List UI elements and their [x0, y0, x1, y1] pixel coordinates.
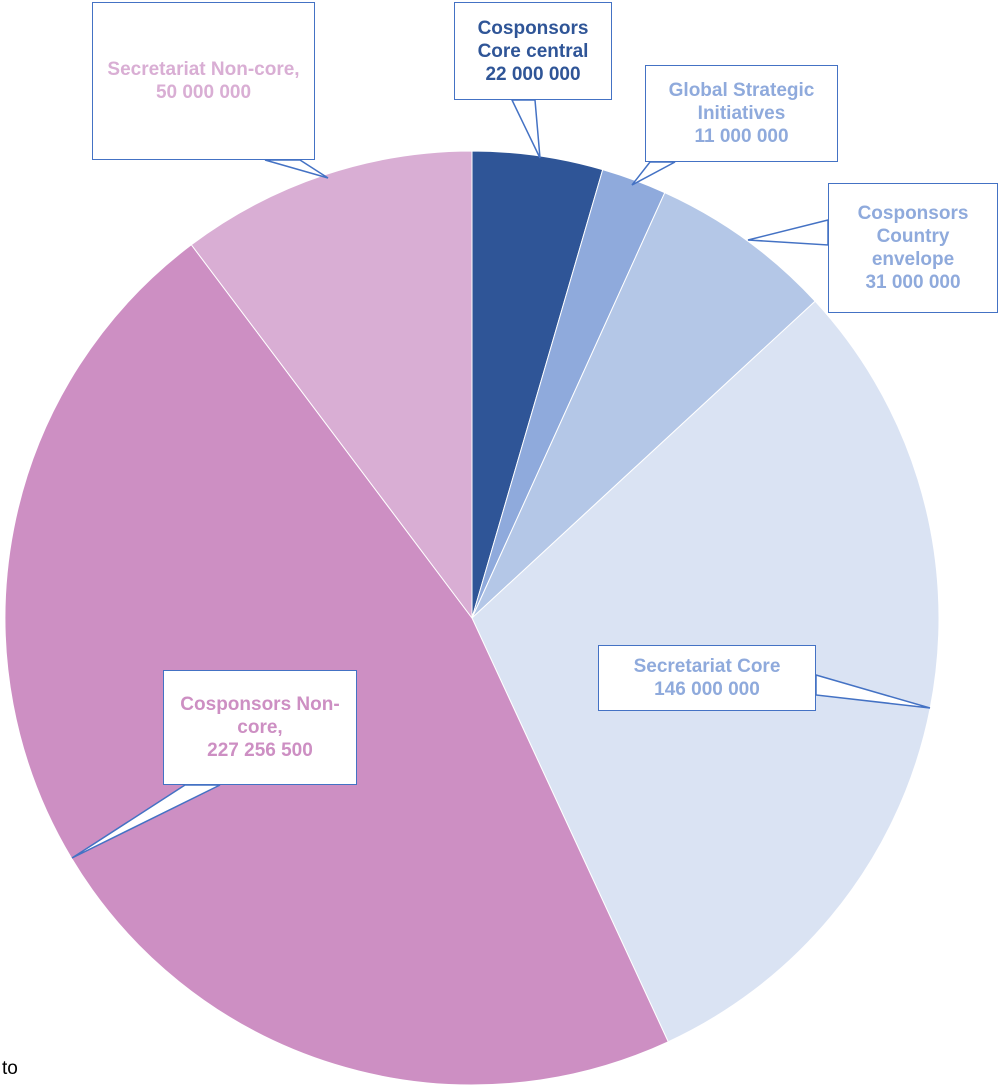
pie-slice — [4, 244, 669, 1086]
data-label: Cosponsors Country envelope 31 000 000 — [828, 183, 998, 313]
category-label: Secretariat Core — [633, 656, 781, 677]
category-label: Cosponsors Country envelope — [857, 203, 969, 270]
callout-pointer — [815, 674, 931, 709]
value-label: 11 000 000 — [694, 126, 789, 147]
data-label: Global Strategic Initiatives 11 000 000 — [645, 65, 838, 162]
category-label: Cosponsors Core central — [477, 17, 589, 62]
value-label: 227 256 500 — [207, 740, 313, 761]
value-label: 31 000 000 — [865, 272, 961, 293]
value-label: 22 000 000 — [485, 63, 581, 85]
data-label: Secretariat Core 146 000 000 — [598, 645, 816, 711]
annotation: to — [2, 1058, 18, 1079]
callout-pointer — [510, 99, 541, 159]
category-label: Global Strategic Initiatives — [668, 80, 815, 124]
callout-pointer — [71, 784, 221, 859]
data-label: Secretariat Non-core, 50 000 000 — [92, 2, 315, 160]
value-label: 50 000 000 — [155, 82, 252, 103]
data-label: Cosponsors Non-core, 227 256 500 — [163, 670, 357, 785]
callout-pointer — [631, 161, 676, 186]
pie-slice — [471, 191, 816, 619]
callout-pointer — [747, 219, 829, 246]
data-label: Cosponsors Core central 22 000 000 — [454, 2, 612, 100]
value-label: 146 000 000 — [654, 679, 760, 700]
category-label: Secretariat Non-core, — [107, 59, 300, 80]
category-label: Cosponsors Non-core, — [180, 694, 340, 738]
callout-pointer — [264, 159, 329, 179]
